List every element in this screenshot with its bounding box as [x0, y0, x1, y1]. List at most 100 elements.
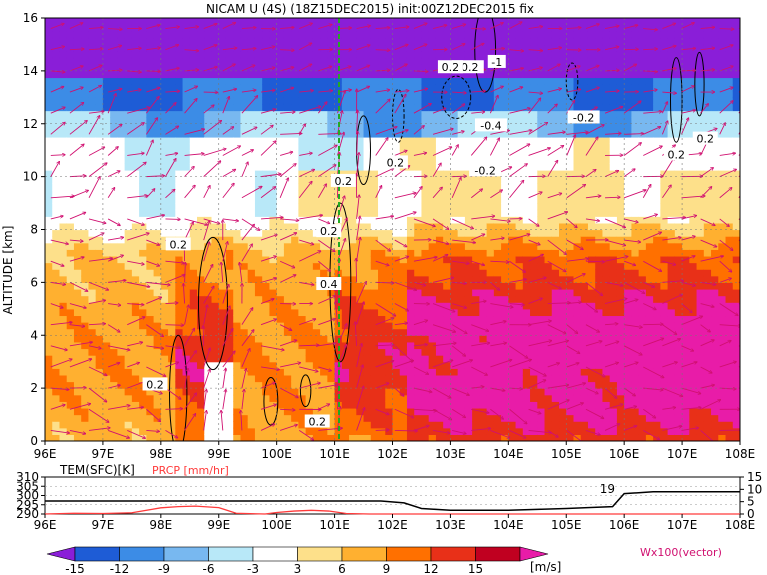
wind-vector	[184, 129, 205, 135]
wind-vector	[165, 153, 177, 156]
contour-line	[694, 51, 705, 117]
wind-vector	[356, 86, 370, 93]
wind-vector	[108, 237, 123, 241]
wind-vector	[184, 305, 189, 325]
contour-label: 0.2	[169, 238, 187, 251]
wind-vector	[528, 380, 546, 389]
wind-vector	[719, 188, 732, 199]
x-tick-label: 106E	[609, 447, 640, 461]
wind-vector	[50, 24, 64, 29]
wind-vector	[69, 103, 84, 114]
wind-vector	[451, 408, 465, 417]
wind-vector	[432, 303, 455, 312]
wind-vector	[260, 278, 276, 283]
wind-vector	[241, 127, 257, 135]
wind-vector	[221, 262, 224, 283]
colorbar-unit: [m/s]	[530, 560, 561, 574]
wind-vector	[566, 274, 585, 283]
wind-vector	[643, 338, 663, 347]
wind-vector	[108, 29, 122, 30]
wind-vector	[165, 345, 180, 348]
wind-vector	[88, 258, 112, 262]
colorbar-label: -15	[65, 562, 85, 575]
wind-vector	[662, 92, 676, 93]
contour-label: 0.2	[697, 133, 715, 146]
wind-vector	[490, 387, 504, 391]
y-tick-label: 14	[23, 64, 38, 78]
wind-vector	[566, 132, 588, 135]
wind-vector	[203, 24, 217, 29]
wind-vector	[279, 340, 297, 347]
wind-vector	[624, 190, 646, 199]
colorbar-box	[475, 546, 521, 562]
colorbar-low-arrow	[46, 546, 76, 562]
wind-vector	[604, 342, 619, 347]
wind-vector	[547, 400, 569, 410]
wind-vector	[547, 385, 569, 389]
wind-vector	[260, 256, 276, 262]
wind-vector	[184, 50, 199, 51]
wind-vector	[50, 216, 63, 220]
wind-vector	[299, 383, 320, 389]
wind-vector	[375, 430, 389, 431]
wind-vector	[127, 153, 144, 156]
wind-vector	[184, 368, 189, 389]
wind-vector	[260, 125, 273, 135]
wind-vector	[585, 324, 599, 332]
wind-vector	[700, 27, 715, 28]
wind-vector	[509, 130, 531, 135]
wind-vector	[146, 88, 159, 93]
surface-left-tick: 305	[16, 479, 39, 493]
wind-vector	[241, 186, 262, 199]
wind-vector	[356, 365, 363, 389]
wind-vector	[146, 430, 159, 431]
wind-vector	[203, 121, 222, 135]
wind-vector	[681, 236, 696, 241]
wind-vector	[260, 217, 283, 220]
wind-vector	[394, 345, 413, 362]
wind-vector	[661, 121, 667, 135]
wind-vector	[738, 153, 740, 156]
wind-vector	[643, 260, 661, 271]
colorbar-box	[297, 546, 343, 562]
wind-vector	[241, 150, 253, 156]
wind-vector	[719, 101, 733, 114]
wind-vector	[738, 366, 740, 368]
wind-vector	[50, 162, 60, 177]
wind-vector	[681, 362, 697, 368]
wind-vector	[203, 221, 210, 241]
contour-label-bg	[469, 163, 502, 177]
wind-vector	[145, 118, 157, 135]
wind-vector	[471, 216, 494, 220]
wind-vector	[127, 281, 149, 286]
wind-vector	[375, 408, 389, 414]
wind-vector	[738, 303, 740, 305]
colorbar-labels: -15 -12 -9 -6 -3 3 6 9 12 15	[65, 562, 483, 575]
wind-vector	[394, 256, 409, 262]
wind-vector	[165, 91, 179, 92]
surface-x-tick: 103E	[435, 518, 466, 532]
wind-vector	[69, 176, 86, 177]
wind-vector	[239, 263, 243, 283]
wind-vector	[451, 218, 473, 229]
wind-vector	[108, 280, 126, 283]
wind-vector	[394, 45, 408, 51]
wind-vector	[241, 28, 256, 29]
wind-vector	[681, 407, 702, 410]
wind-vector	[222, 284, 229, 304]
y-tick-label: 6	[30, 275, 38, 289]
wind-vector	[566, 345, 580, 354]
wind-vector	[299, 345, 319, 346]
wind-vector	[146, 297, 161, 304]
wind-vector	[471, 324, 488, 332]
y-axis-label: ALTITUDE [km]	[1, 226, 15, 315]
wind-vector	[643, 214, 657, 220]
colorbar-box	[386, 546, 432, 562]
wind-vector	[719, 303, 738, 316]
wind-vector	[88, 408, 109, 422]
wind-vector	[88, 233, 104, 241]
wind-vector	[566, 239, 583, 249]
wind-vector	[566, 430, 584, 441]
wind-vector	[203, 242, 210, 262]
